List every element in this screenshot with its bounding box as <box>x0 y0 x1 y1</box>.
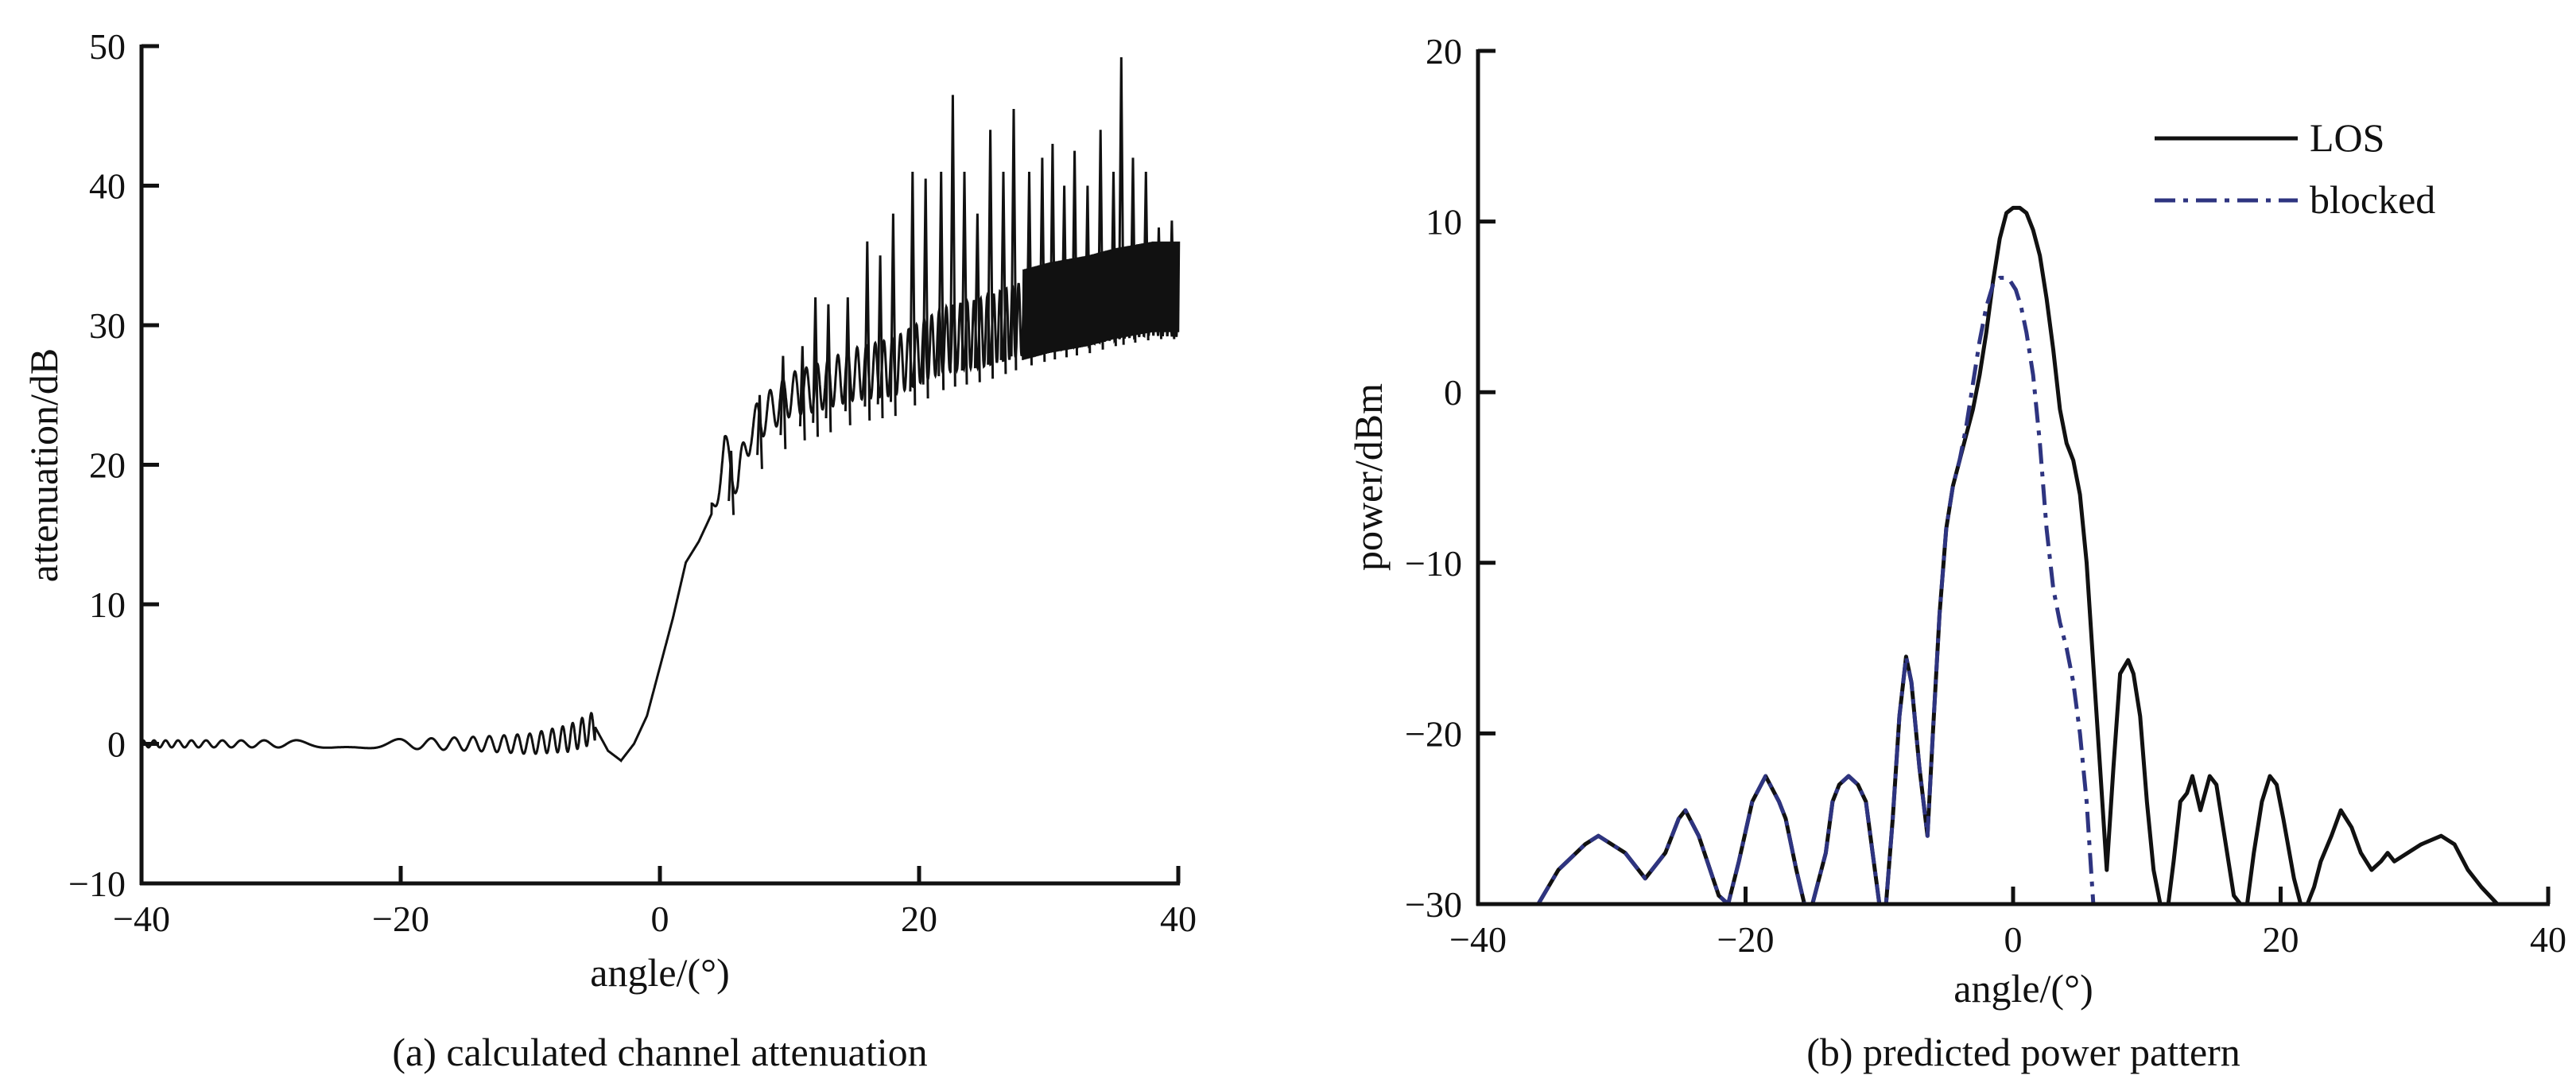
attenuation-peak <box>937 171 945 390</box>
panel-a-series <box>140 56 1181 763</box>
blocked-line <box>1536 275 2096 906</box>
y-tick-label: −20 <box>1405 713 1462 754</box>
panel-a-xlabel: angle/(°) <box>590 950 729 995</box>
attenuation-peak <box>876 255 884 419</box>
y-tick-label: 0 <box>1444 372 1462 413</box>
y-tick-label: −10 <box>1405 543 1462 584</box>
y-tick-label: 20 <box>89 445 126 486</box>
los-line <box>1536 205 2499 906</box>
panel-b: −40 −20 0 20 40 −30 −20 −10 0 10 20 angle/(°) powe… <box>1346 31 2566 1074</box>
panel-b-series <box>1536 205 2499 906</box>
x-tick-label: 0 <box>651 899 669 939</box>
y-tick-label: 40 <box>89 166 126 207</box>
x-tick-label: −20 <box>372 899 429 939</box>
legend-label-blocked: blocked <box>2310 177 2435 222</box>
attenuation-peak <box>909 171 917 406</box>
attenuation-peak <box>824 304 832 433</box>
attenuation-peak <box>727 450 735 515</box>
attenuation-peak <box>890 213 897 417</box>
attenuation-peak <box>921 178 929 399</box>
x-tick-label: 40 <box>1160 899 1197 939</box>
x-tick-label: 0 <box>2004 919 2023 960</box>
x-tick-label: −40 <box>113 899 170 939</box>
attenuation-peak <box>987 130 995 379</box>
y-tick-label: 0 <box>107 724 126 765</box>
attenuation-peak <box>798 346 806 441</box>
y-tick-label: 20 <box>1426 31 1462 72</box>
panel-b-caption: (b) predicted power pattern <box>1806 1030 2240 1074</box>
panel-a: −40 −20 0 20 40 −10 0 10 20 30 40 50 angle/(°) atte… <box>21 26 1197 1074</box>
attenuation-ripple <box>1022 241 1181 360</box>
panel-a-axes: −40 −20 0 20 40 −10 0 10 20 30 40 50 <box>68 26 1197 939</box>
x-tick-label: −20 <box>1717 919 1775 960</box>
x-tick-label: 20 <box>2263 919 2299 960</box>
attenuation-peak <box>960 171 968 385</box>
x-tick-label: 20 <box>901 899 937 939</box>
attenuation-peak <box>812 297 819 437</box>
attenuation-peak <box>863 241 871 421</box>
x-tick-label: 40 <box>2530 919 2566 960</box>
attenuation-peak <box>779 355 787 449</box>
attenuation-peak <box>949 95 956 387</box>
panel-b-xlabel: angle/(°) <box>1953 966 2093 1011</box>
y-tick-label: 10 <box>1426 202 1462 243</box>
y-tick-label: −30 <box>1405 884 1462 925</box>
attenuation-peak <box>844 297 852 425</box>
y-tick-label: 30 <box>89 305 126 346</box>
panel-b-legend: LOS blocked <box>2155 115 2435 222</box>
y-tick-label: 10 <box>89 584 126 625</box>
panel-a-caption: (a) calculated channel attenuation <box>392 1030 927 1074</box>
attenuation-peak <box>999 171 1007 375</box>
legend-label-los: LOS <box>2310 115 2384 160</box>
attenuation-peak <box>1010 108 1018 371</box>
panel-b-axes: −40 −20 0 20 40 −30 −20 −10 0 10 20 <box>1405 31 2566 960</box>
y-tick-label: 50 <box>89 26 126 67</box>
x-tick-label: −40 <box>1449 919 1507 960</box>
panel-a-ylabel: attenuation/dB <box>21 348 66 582</box>
attenuation-peak <box>756 394 763 469</box>
y-tick-label: −10 <box>68 864 126 904</box>
attenuation-peak <box>973 213 981 382</box>
panel-b-ylabel: power/dBm <box>1346 383 1391 571</box>
